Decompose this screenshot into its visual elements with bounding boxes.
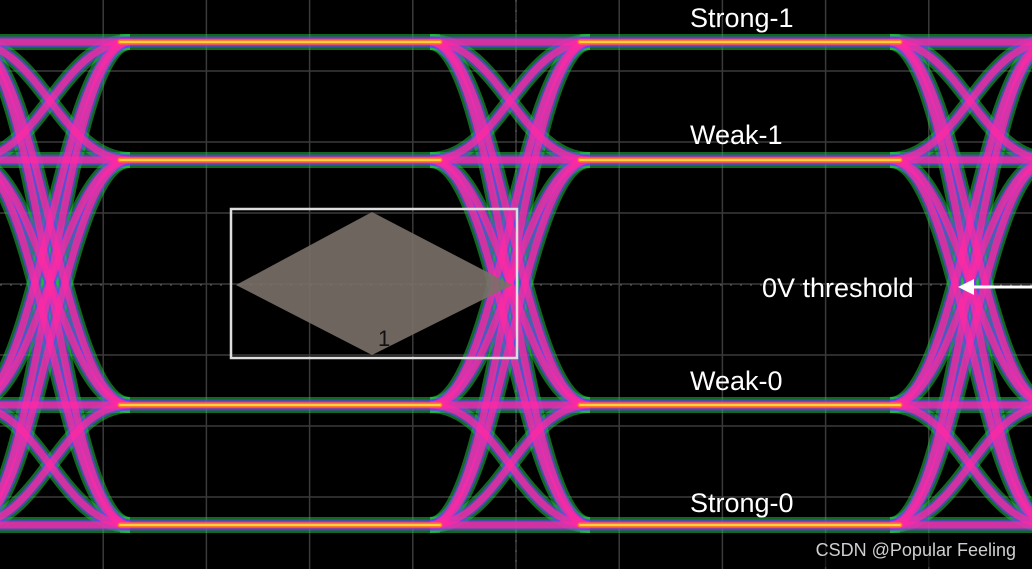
threshold-arrow <box>958 279 1032 295</box>
trace <box>0 156 131 507</box>
watermark-bg <box>800 533 1032 567</box>
eye-traces <box>0 33 1032 534</box>
trace <box>429 156 591 529</box>
watermark: CSDN @Popular Feeling <box>816 540 1016 560</box>
weak-0-label: Weak-0 <box>690 366 783 396</box>
trace <box>0 38 131 156</box>
strong-1-label: Strong-1 <box>690 3 794 33</box>
trace <box>0 38 131 501</box>
trace <box>889 41 1032 164</box>
mask-diamond <box>236 212 512 355</box>
trace <box>889 164 1032 529</box>
trace <box>0 401 131 521</box>
trace <box>429 38 591 529</box>
trace <box>889 404 1032 529</box>
strong-0-label: Strong-0 <box>690 488 794 518</box>
trace <box>429 38 591 164</box>
trace <box>429 401 591 529</box>
threshold-label: 0V threshold <box>762 273 914 303</box>
weak-1-label: Weak-1 <box>690 120 783 150</box>
mask-box <box>229 207 519 360</box>
mask-label: 1 <box>378 326 390 351</box>
